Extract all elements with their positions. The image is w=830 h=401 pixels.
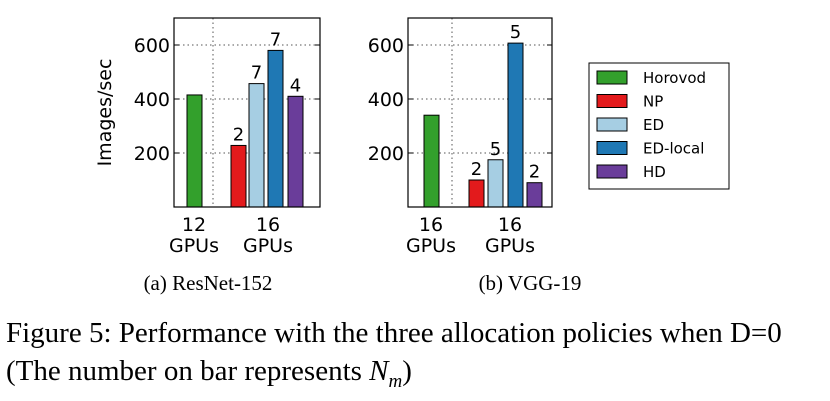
bar-horovod [423, 114, 440, 208]
legend-entry: HD [643, 163, 666, 181]
bar-value-label: 2 [529, 162, 540, 183]
bar-ed [248, 83, 265, 208]
bar-horovod [186, 94, 203, 208]
y-tick-label: 400 [134, 89, 170, 111]
y-tick-label: 400 [368, 89, 404, 111]
bar-value-label: 7 [270, 29, 281, 50]
legend-swatch [596, 70, 628, 85]
figure-caption: Figure 5: Performance with the three all… [6, 314, 826, 401]
legend-entry: NP [643, 93, 663, 111]
bar-ed-local [267, 49, 284, 208]
bar-np [230, 144, 247, 208]
plot-frame [407, 17, 553, 208]
x-tick-label: 16 [419, 214, 443, 236]
y-tick-label: 600 [368, 35, 404, 57]
x-tick-label: 16 [256, 214, 280, 236]
caption-main: Figure 5: Performance with the three all… [6, 317, 782, 387]
y-tick-label: 600 [134, 35, 170, 57]
legend-entry: ED-local [643, 140, 704, 158]
legend-swatch [596, 117, 628, 132]
bar-value-label: 2 [233, 124, 244, 145]
legend-entry: Horovod [643, 69, 706, 87]
bar-hd [287, 95, 304, 208]
legend-swatch [596, 141, 628, 155]
x-tick-label: 16 [498, 214, 522, 236]
x-tick-label: GPUs [169, 235, 219, 257]
caption-var: N [369, 355, 389, 387]
legend-swatch [596, 94, 628, 108]
x-tick-label: 12 [182, 214, 206, 236]
subcaption: (a) ResNet-152 [144, 271, 273, 295]
bar-np [468, 179, 485, 208]
subcaption: (b) VGG-19 [479, 271, 582, 295]
bar-ed [487, 159, 504, 208]
legend-swatch [596, 164, 628, 179]
bar-value-label: 7 [251, 63, 262, 84]
x-tick-label: GPUs [485, 235, 535, 257]
x-tick-label: GPUs [243, 235, 293, 257]
bar-value-label: 5 [490, 139, 501, 160]
caption-end: ) [402, 355, 412, 387]
bar-ed-local [507, 42, 524, 208]
y-axis-label: Images/sec [94, 59, 116, 167]
y-tick-label: 200 [368, 143, 404, 165]
plot-frame [173, 17, 321, 208]
bar-value-label: 5 [510, 22, 521, 43]
bar-hd [526, 182, 543, 208]
x-tick-label: GPUs [406, 235, 456, 257]
caption-sub: m [388, 370, 403, 392]
y-tick-label: 200 [134, 143, 170, 165]
legend-entry: ED [643, 116, 664, 134]
bar-value-label: 4 [290, 75, 301, 96]
bar-value-label: 2 [471, 159, 482, 180]
